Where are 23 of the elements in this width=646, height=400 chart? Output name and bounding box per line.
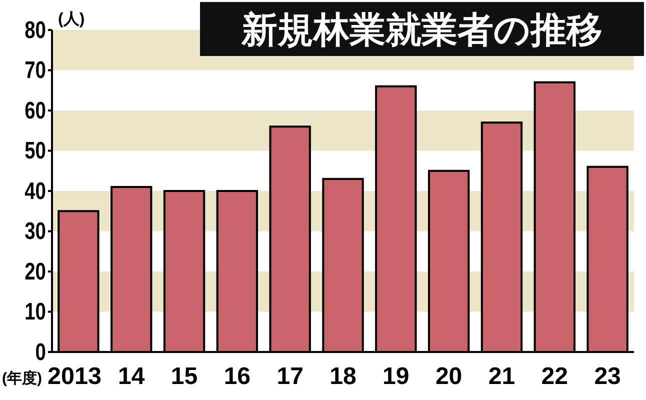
y-tick-label: 20 — [24, 257, 46, 286]
chart-title: 新規林業就業者の推移 — [240, 9, 602, 50]
x-tick-label: 19 — [382, 363, 410, 390]
x-tick-label: 16 — [224, 363, 251, 390]
x-axis-title: (年度) — [2, 369, 42, 387]
x-tick-label: 21 — [488, 363, 516, 390]
y-tick-label: 70 — [24, 56, 46, 84]
x-tick-label: 20 — [435, 363, 462, 390]
y-axis-title: (人) — [58, 10, 85, 28]
x-tick-label: 14 — [118, 363, 146, 390]
y-tick-label: 0 — [35, 338, 46, 366]
x-tick-label: 17 — [276, 363, 304, 390]
y-tick-label: 40 — [24, 176, 46, 205]
y-tick-label: 10 — [24, 298, 46, 326]
x-tick-label: 22 — [541, 363, 568, 390]
x-tick-label: 15 — [170, 363, 198, 390]
x-tick-label: 23 — [594, 363, 621, 390]
y-tick-label: 80 — [24, 16, 46, 44]
x-tick-label: 18 — [330, 363, 356, 390]
y-tick-label: 50 — [24, 136, 46, 164]
x-tick-label: 2013 — [47, 363, 102, 390]
y-tick-label: 30 — [24, 217, 46, 245]
y-tick-label: 60 — [24, 96, 46, 124]
